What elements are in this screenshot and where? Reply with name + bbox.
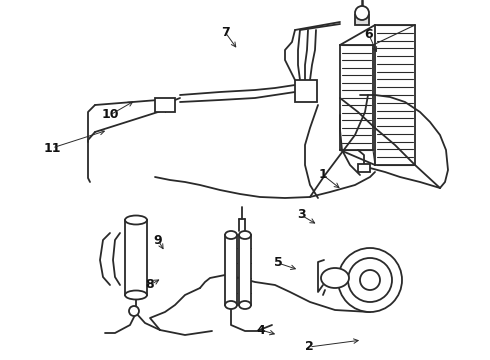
Ellipse shape bbox=[125, 291, 147, 300]
Text: 10: 10 bbox=[101, 108, 119, 122]
Text: 8: 8 bbox=[146, 279, 154, 292]
Text: 5: 5 bbox=[273, 256, 282, 270]
Ellipse shape bbox=[239, 231, 251, 239]
Text: 7: 7 bbox=[220, 26, 229, 39]
Bar bbox=[155, 98, 175, 112]
Ellipse shape bbox=[239, 301, 251, 309]
Circle shape bbox=[348, 258, 392, 302]
Bar bbox=[125, 220, 147, 295]
Bar bbox=[239, 235, 251, 305]
Text: 2: 2 bbox=[305, 341, 314, 354]
Ellipse shape bbox=[225, 301, 237, 309]
Bar bbox=[225, 235, 237, 305]
Text: 4: 4 bbox=[257, 324, 266, 337]
Text: 1: 1 bbox=[318, 168, 327, 181]
Circle shape bbox=[360, 270, 380, 290]
Text: 6: 6 bbox=[365, 28, 373, 41]
Circle shape bbox=[129, 306, 139, 316]
Text: 3: 3 bbox=[296, 208, 305, 221]
Text: 11: 11 bbox=[43, 141, 61, 154]
Ellipse shape bbox=[125, 216, 147, 225]
Ellipse shape bbox=[321, 268, 349, 288]
Bar bbox=[295, 80, 317, 102]
Text: 9: 9 bbox=[154, 234, 162, 247]
Bar bbox=[355, 15, 369, 25]
Bar bbox=[358, 164, 370, 172]
Circle shape bbox=[338, 248, 402, 312]
Circle shape bbox=[355, 6, 369, 20]
Ellipse shape bbox=[225, 231, 237, 239]
